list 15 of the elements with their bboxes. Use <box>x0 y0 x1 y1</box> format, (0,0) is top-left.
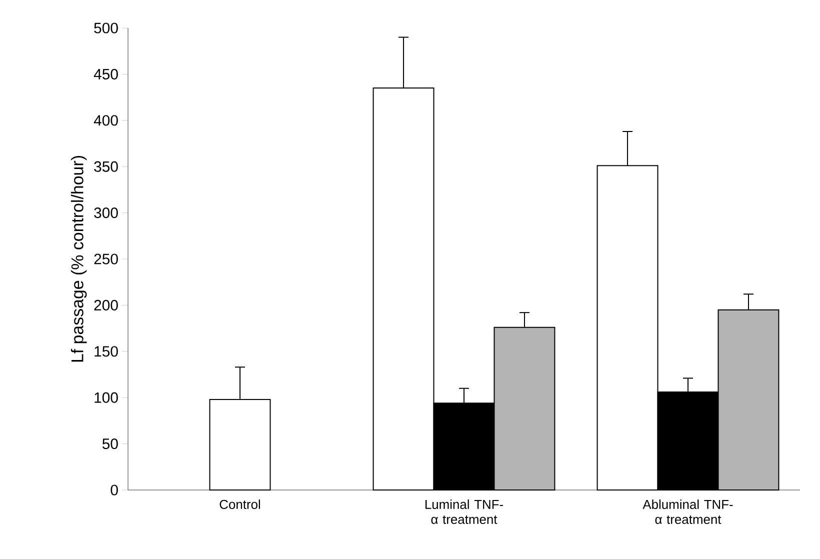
x-tick-label: Luminal TNF-α treatment <box>425 500 503 524</box>
x-tick-label: Abluminal TNF-α treatment <box>642 500 733 524</box>
y-tick-label: 200 <box>94 300 118 310</box>
y-tick-label: 300 <box>94 208 118 218</box>
x-tick-label: Control <box>220 500 260 510</box>
y-axis-title: Lf passage (% control/hour) <box>70 156 87 362</box>
y-tick-label: 350 <box>94 161 118 172</box>
y-tick-label: 100 <box>94 392 118 403</box>
y-tick-label: 50 <box>102 438 118 450</box>
y-tick-label: 500 <box>94 22 118 34</box>
y-tick-label: 150 <box>94 346 118 357</box>
y-tick-label: 0 <box>110 484 118 496</box>
y-tick-label: 450 <box>94 68 118 80</box>
y-tick-label: 400 <box>94 115 118 126</box>
y-tick-label: 250 <box>94 254 118 264</box>
